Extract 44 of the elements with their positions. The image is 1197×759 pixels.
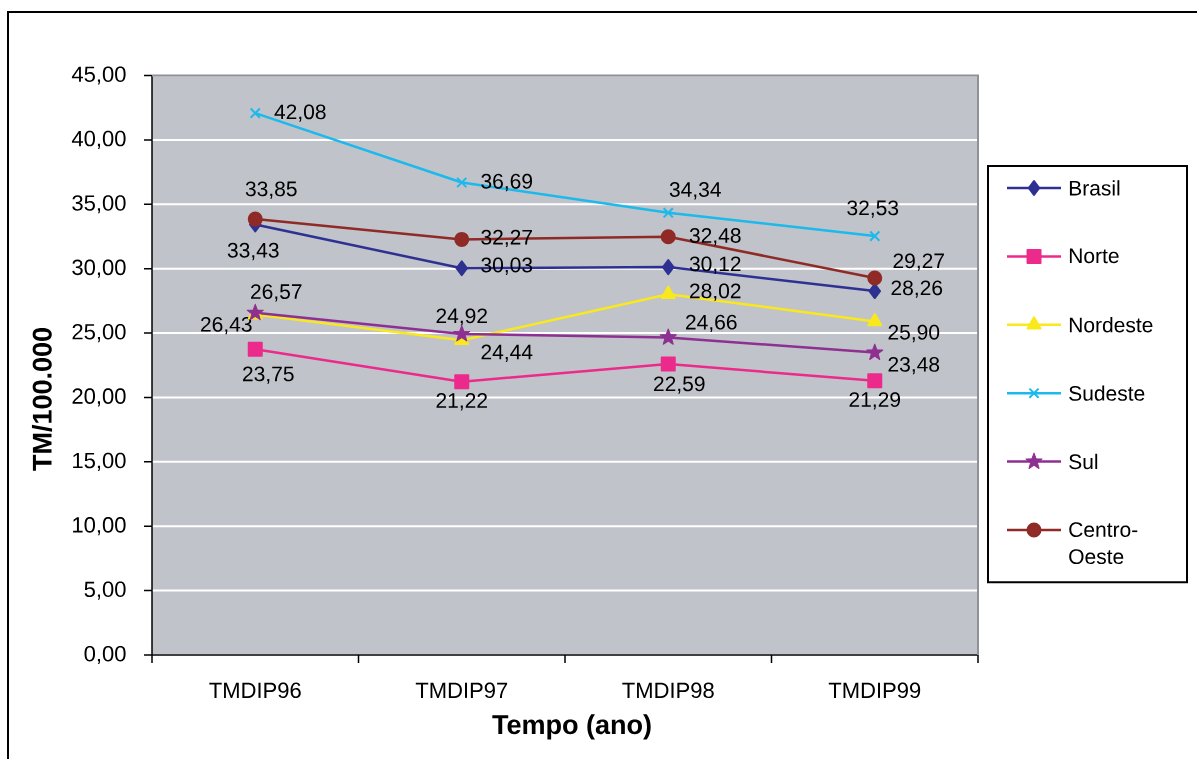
x-tick-label: TMDIP99 <box>828 682 921 699</box>
data-label: 26,43 <box>201 316 252 335</box>
y-tick-label: 0,00 <box>84 645 126 665</box>
data-label: 30,12 <box>689 256 741 274</box>
data-label: 33,85 <box>245 181 297 199</box>
y-tick-label: 30,00 <box>72 259 126 278</box>
y-tick-label: 40,00 <box>71 130 126 149</box>
x-tick-label: TMDIP98 <box>622 682 714 699</box>
data-label: 21,22 <box>436 393 487 411</box>
y-tick-label: 20,00 <box>72 388 126 407</box>
y-tick-label: 10,00 <box>73 517 126 536</box>
x-tick-label: TMDIP96 <box>209 682 301 699</box>
data-label: 32,53 <box>847 200 899 218</box>
legend-label: Sudeste <box>1069 385 1145 401</box>
legend-label: Norte <box>1069 248 1119 264</box>
x-tick-label: TMDIP97 <box>415 682 508 699</box>
data-label: 28,02 <box>690 283 741 301</box>
legend-label: Nordeste <box>1069 316 1153 333</box>
data-label: 23,75 <box>243 366 294 384</box>
x-axis-title: Tempo (ano) <box>492 714 651 740</box>
data-label: 33,43 <box>227 242 279 261</box>
data-label: 32,48 <box>689 228 741 246</box>
y-tick-label: 25,00 <box>72 323 126 343</box>
data-label: 23,48 <box>888 356 940 375</box>
y-tick-label: 45,00 <box>71 66 126 85</box>
data-label: 25,90 <box>888 324 940 343</box>
y-tick-label: 5,00 <box>84 581 126 600</box>
y-axis-title: TM/100.000 <box>31 328 53 471</box>
legend-label: Brasil <box>1069 180 1120 196</box>
data-label: 42,08 <box>274 104 326 122</box>
y-tick-label: 35,00 <box>72 195 126 214</box>
data-label: 24,44 <box>481 344 533 362</box>
data-label: 24,66 <box>686 314 737 333</box>
data-label: 29,27 <box>893 253 944 271</box>
legend-label: Centro-Oeste <box>1069 522 1138 565</box>
legend-label: Sul <box>1069 453 1098 470</box>
data-label: 36,69 <box>481 173 533 192</box>
data-label: 22,59 <box>654 376 705 394</box>
data-label: 21,29 <box>849 392 901 410</box>
data-label: 28,26 <box>891 280 943 298</box>
data-label: 24,92 <box>436 308 487 326</box>
y-tick-label: 15,00 <box>73 452 126 471</box>
data-label: 26,57 <box>251 284 302 302</box>
data-label: 34,34 <box>669 182 721 200</box>
